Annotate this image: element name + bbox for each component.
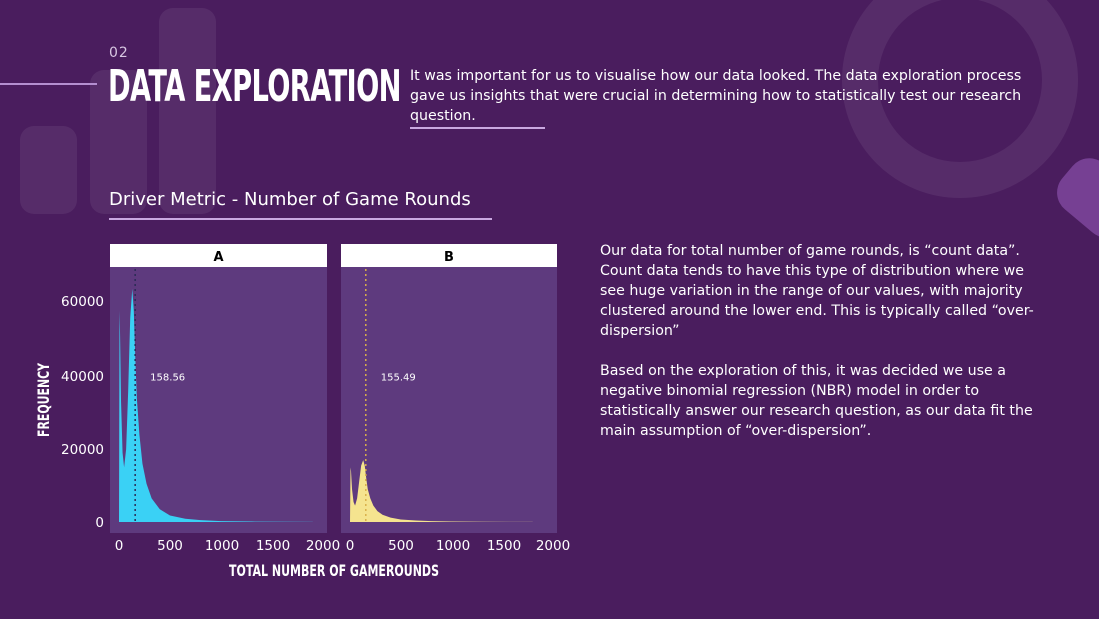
x-tick-label: 1000 xyxy=(436,538,470,554)
x-axis-title: TOTAL NUMBER OF GAMEROUNDS xyxy=(229,561,439,580)
x-tick-label: 0 xyxy=(115,538,124,554)
facet-a-area xyxy=(119,288,313,522)
facet-a-label: A xyxy=(213,250,223,265)
intro-link-text: research question. xyxy=(410,88,1022,124)
facet-b-label: B xyxy=(444,250,454,265)
y-tick-label: 20000 xyxy=(61,442,104,458)
y-axis-title: FREQUENCY xyxy=(34,363,53,437)
density-chart: A 158.56 B 155.49 0 20000 40000 60000 0 … xyxy=(34,244,570,580)
facet-b-mean-label: 155.49 xyxy=(381,372,416,383)
facet-b-strip xyxy=(341,244,557,267)
x-tick-label: 0 xyxy=(346,538,355,554)
slide-title: DATA EXPLORATION xyxy=(108,61,401,112)
x-tick-label: 1500 xyxy=(256,538,290,554)
intro-paragraph: It was important for us to visualise how… xyxy=(410,66,1050,126)
y-tick-label: 0 xyxy=(95,515,104,531)
x-tick-label: 500 xyxy=(157,538,183,554)
explanation-paragraph: Based on the exploration of this, it was… xyxy=(600,363,1033,439)
title-accent-line xyxy=(0,83,97,85)
y-tick-label: 60000 xyxy=(61,294,104,310)
deco-bar-tall xyxy=(159,8,216,214)
deco-magnifier-handle xyxy=(1057,158,1099,238)
facet-b-area xyxy=(350,460,533,522)
deco-magnifier-ring xyxy=(842,0,1078,198)
slide-number: 02 xyxy=(109,45,129,61)
section-subtitle: Driver Metric - Number of Game Rounds xyxy=(109,189,471,210)
deco-bar-mid xyxy=(90,70,147,214)
y-tick-label: 40000 xyxy=(61,369,104,385)
deco-bar-short xyxy=(20,126,77,214)
x-tick-label: 2000 xyxy=(536,538,570,554)
x-tick-label: 2000 xyxy=(306,538,340,554)
x-tick-label: 500 xyxy=(388,538,414,554)
facet-a-mean-label: 158.56 xyxy=(150,372,185,383)
x-tick-label: 1500 xyxy=(487,538,521,554)
intro-text: It was important for us to visualise how… xyxy=(410,68,1022,104)
subtitle-underline xyxy=(109,218,492,220)
intro-link-underline xyxy=(410,127,545,129)
facet-a-strip xyxy=(110,244,327,267)
x-tick-label: 1000 xyxy=(205,538,239,554)
explanation-paragraph: Our data for total number of game rounds… xyxy=(600,243,1034,339)
facet-b-panel xyxy=(341,267,557,533)
explanation-text: Our data for total number of game rounds… xyxy=(600,241,1045,461)
